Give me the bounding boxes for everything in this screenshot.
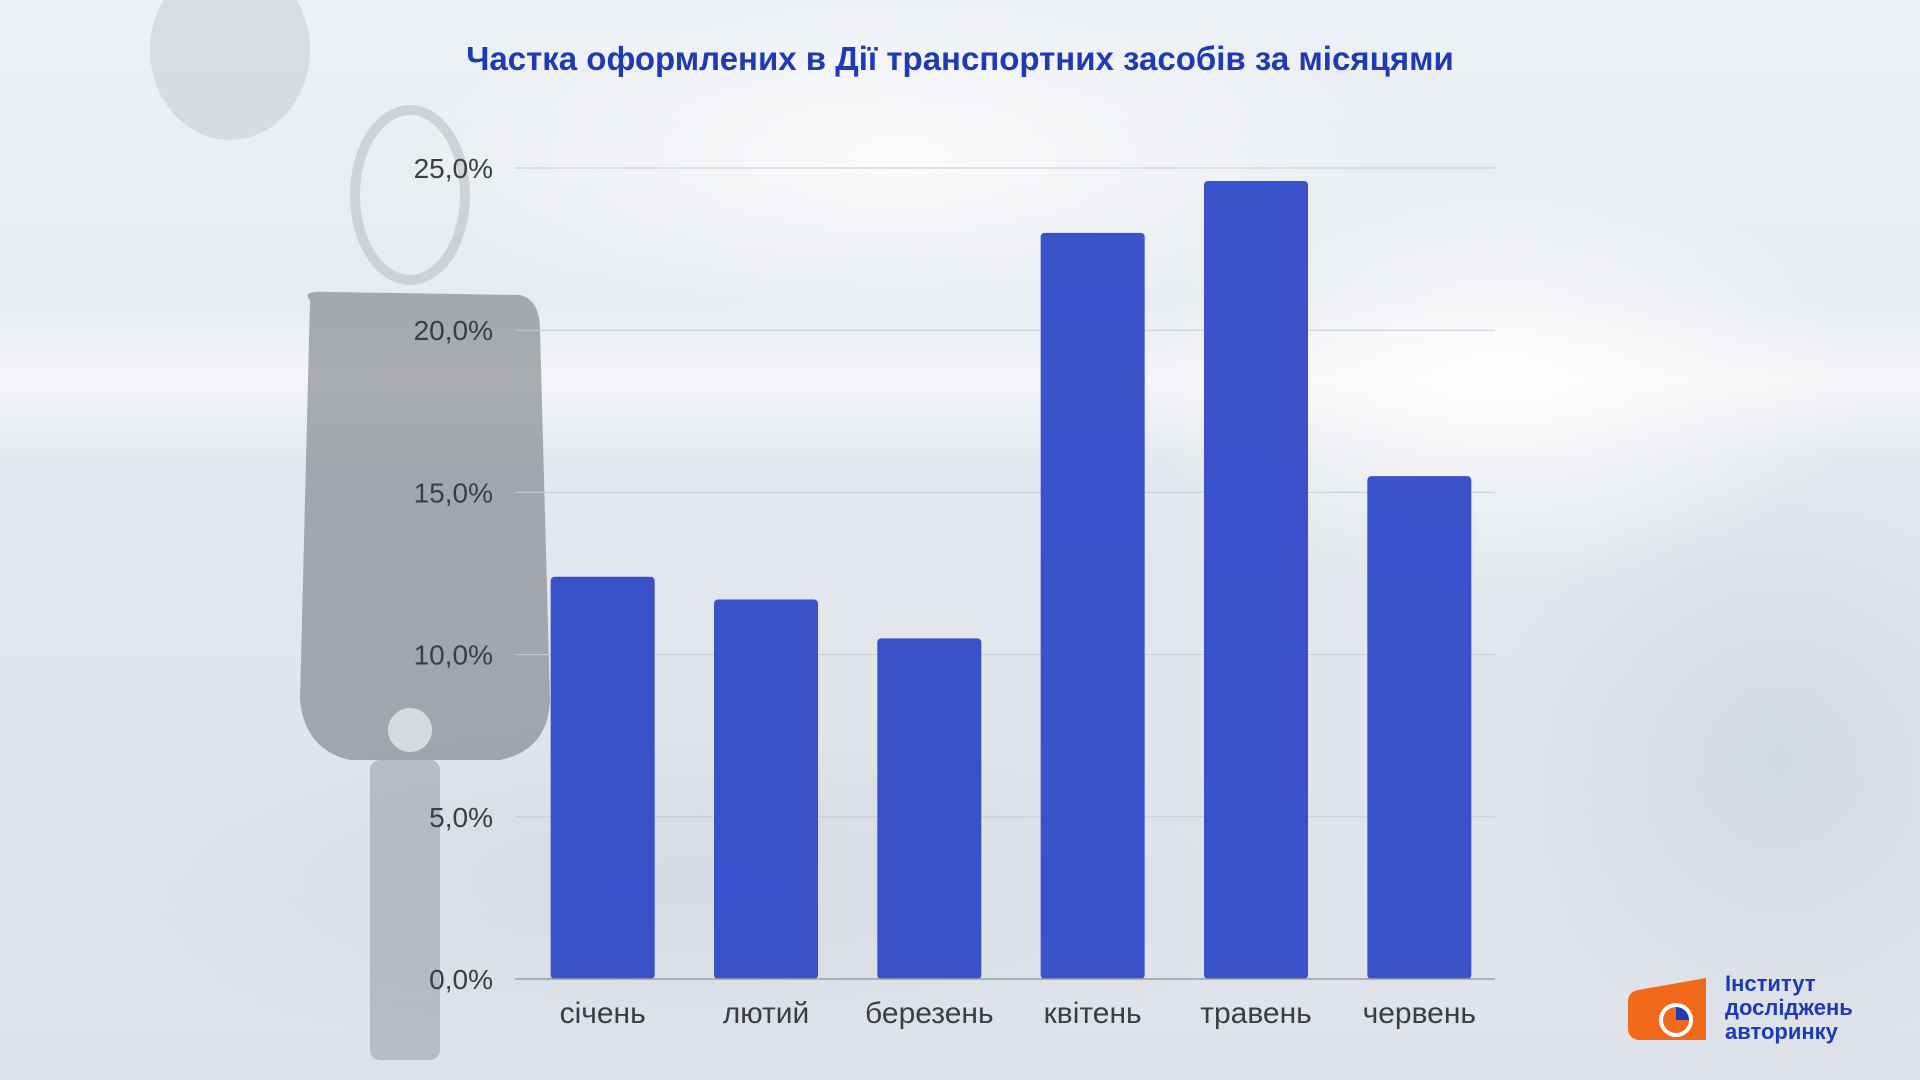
logo-text-line1: Інститут [1725,971,1816,996]
key-button-circle [388,708,432,752]
grid-lines [515,167,1495,818]
y-tick-label: 25,0% [414,153,493,184]
logo-text-line2: досліджень [1725,995,1853,1020]
x-tick-label: березень [865,997,994,1030]
bar-6 [1367,476,1472,979]
chart-title: Частка оформлених в Дії транспортних зас… [466,40,1454,77]
institute-logo: Інститут досліджень авторинку [1626,970,1906,1050]
bar-1 [550,576,655,979]
y-tick-label: 15,0% [414,477,493,508]
key-fob [300,291,550,760]
key-blade [370,760,440,1060]
y-axis-ticks: 0,0% 5,0% 10,0% 15,0% 20,0% 25,0% [414,153,493,995]
bars [550,180,1472,979]
y-tick-label: 0,0% [429,964,493,995]
bar-2 [714,599,818,979]
x-axis-ticks: січень лютий березень квітень травень червень [560,997,1477,1030]
hand-shape [150,0,310,140]
x-tick-label: січень [560,997,646,1030]
y-tick-label: 10,0% [414,640,493,671]
x-tick-label: травень [1200,997,1312,1030]
x-tick-label: червень [1363,997,1476,1030]
logo-mark-icon [1628,978,1706,1040]
bar-3 [877,638,982,979]
car-key-image [150,0,550,1060]
x-tick-label: квітень [1044,997,1142,1030]
y-tick-label: 5,0% [429,802,493,833]
x-tick-label: лютий [723,997,810,1030]
bar-4 [1040,232,1145,979]
key-ring [350,105,470,285]
y-tick-label: 20,0% [414,315,493,346]
bar-5 [1204,180,1308,979]
logo-text-line3: авторинку [1725,1019,1838,1044]
